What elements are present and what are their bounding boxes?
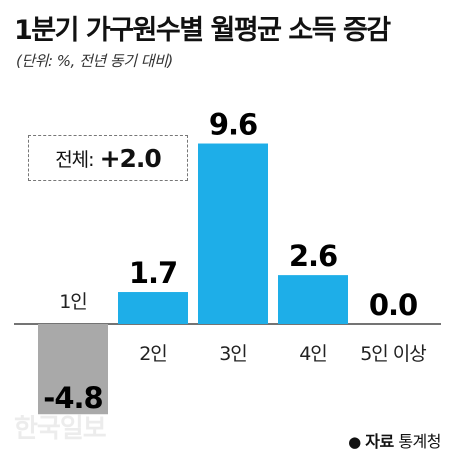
chart-title: 1분기 가구원수별 월평균 소득 증감 (14, 15, 391, 46)
category-label: 4인 (299, 343, 327, 365)
category-label: 2인 (139, 343, 167, 365)
source-label: 자료 (365, 432, 394, 451)
bar-value-label: -4.8 (43, 381, 102, 415)
bar-value-label: 2.6 (289, 239, 337, 273)
bar-value-label: 9.6 (209, 108, 257, 142)
summary-box: 전체: +2.0 (28, 135, 188, 181)
bar-value-label: 0.0 (369, 288, 417, 322)
bar-value-label: 1.7 (129, 256, 177, 290)
summary-label: 전체: (55, 148, 94, 171)
source-note: ● 자료 통계청 (348, 428, 441, 452)
source-text: 통계청 (398, 432, 441, 451)
chart-subtitle: (단위: %, 전년 동기 대비) (16, 52, 173, 70)
summary-value: +2.0 (99, 143, 162, 173)
bar (38, 324, 108, 415)
bar (198, 143, 268, 324)
category-label: 1인 (59, 291, 87, 313)
bullet-icon: ● (348, 433, 361, 451)
category-label: 3인 (219, 343, 247, 365)
watermark-logo: 한국일보 (14, 414, 107, 444)
category-label: 5인 이상 (360, 343, 426, 365)
bar (278, 275, 348, 324)
bar (118, 292, 188, 324)
